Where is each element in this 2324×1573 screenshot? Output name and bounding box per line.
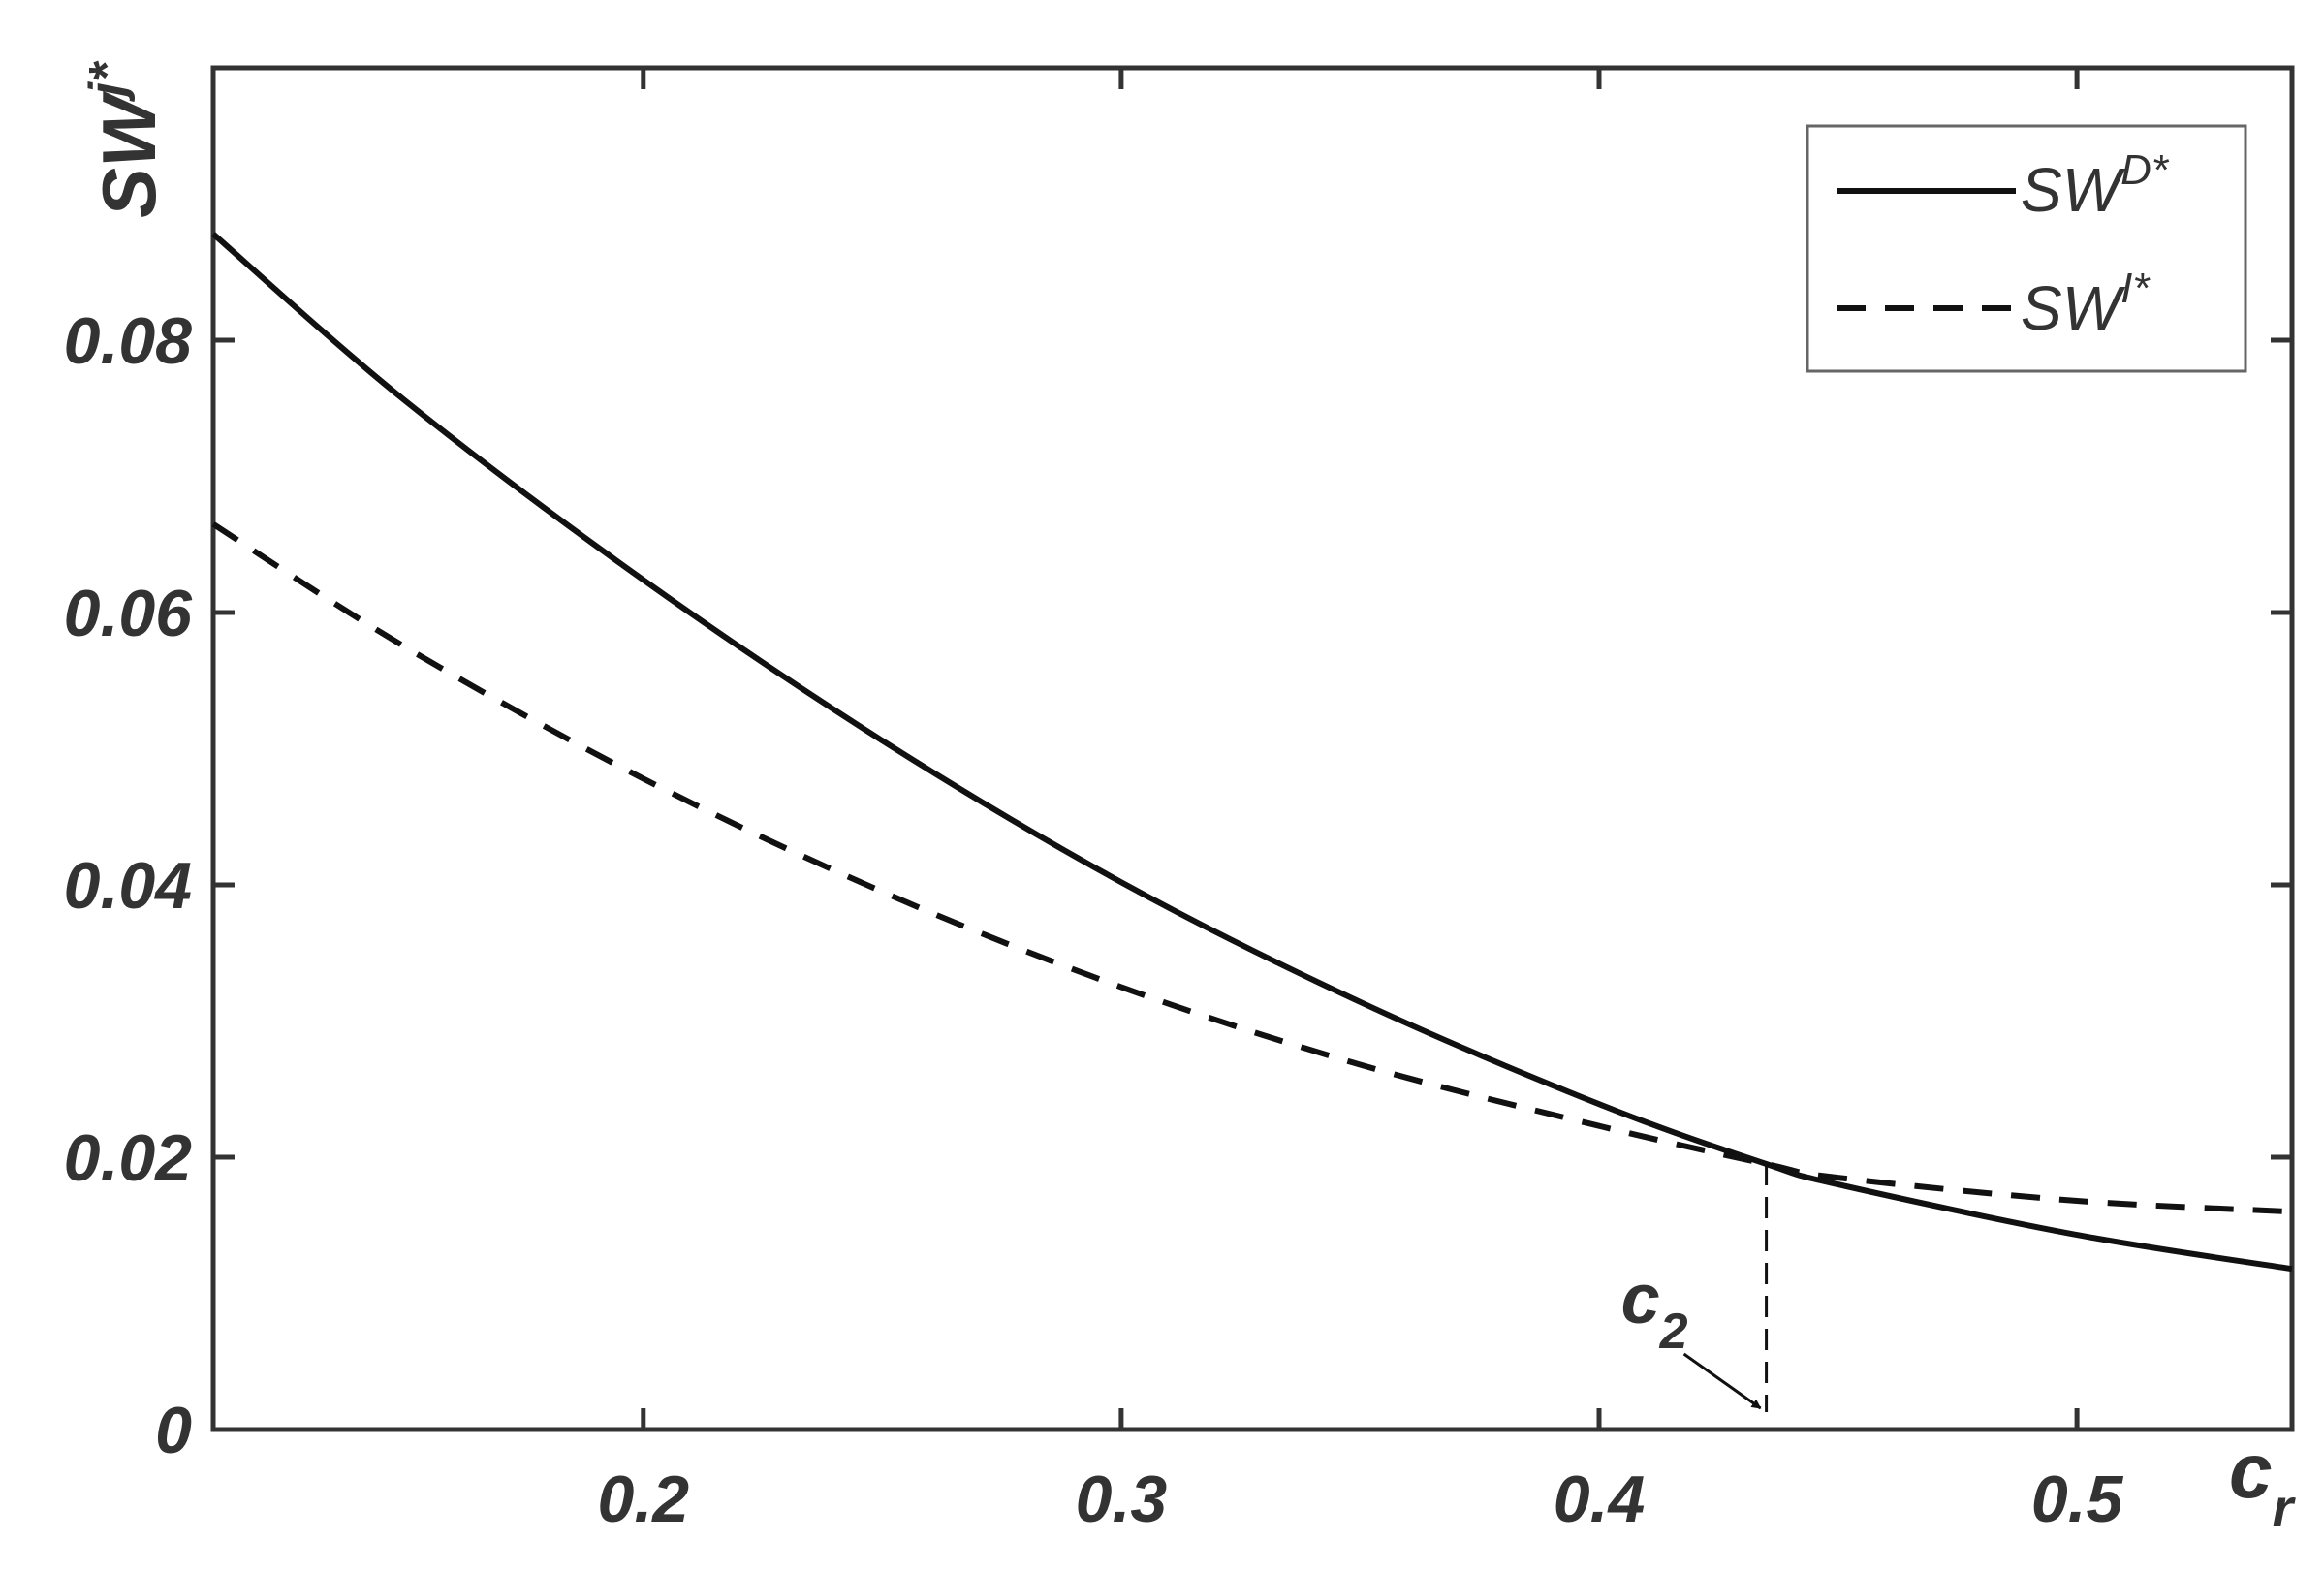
y-axis-label-sup: j* — [79, 60, 136, 102]
x-tick-label: 0.5 — [2031, 1463, 2124, 1536]
y-tick-label: 0 — [155, 1394, 192, 1467]
y-tick-label: 0.08 — [64, 304, 193, 378]
c2-annotation: c2 — [1621, 1164, 1769, 1412]
legend-entry-sw-i-sup: I* — [2120, 265, 2151, 312]
legend-entry-sw-i: SWI* — [2021, 265, 2151, 343]
series-line-sw-i — [211, 521, 2293, 1215]
x-axis-label-sub: r — [2273, 1477, 2297, 1538]
c2-arrow — [1682, 1352, 1762, 1410]
legend-entry-sw-d-sup: D* — [2120, 146, 2170, 194]
y-tick-label: 0.04 — [64, 849, 192, 923]
x-axis-label: cr — [2229, 1428, 2297, 1538]
legend-entry-sw-d: SWD* — [2021, 146, 2170, 225]
y-axis-label-main: SW — [86, 90, 172, 218]
y-tick-label: 0.06 — [64, 577, 194, 650]
x-tick-label: 0.3 — [1076, 1463, 1168, 1536]
legend-entry-sw-i-main: SW — [2021, 273, 2126, 343]
y-axis-ticks: 0 0.02 0.04 0.06 0.08 — [64, 304, 2292, 1467]
legend-box — [1806, 124, 2247, 373]
legend-entry-sw-d-main: SW — [2021, 155, 2126, 225]
y-axis-label: SWj* — [79, 60, 172, 218]
c2-label-main: c — [1621, 1261, 1660, 1338]
series-group — [211, 232, 2293, 1273]
legend: SWD* SWI* — [1806, 124, 2247, 373]
x-axis-label-main: c — [2229, 1428, 2273, 1514]
x-tick-label: 0.2 — [598, 1463, 690, 1536]
x-tick-label: 0.4 — [1554, 1463, 1646, 1536]
series-line-sw-d — [211, 232, 2293, 1273]
x-axis-ticks: 0.2 0.3 0.4 0.5 — [598, 68, 2124, 1536]
y-tick-label: 0.02 — [64, 1121, 193, 1195]
c2-label-sub: 2 — [1659, 1304, 1688, 1360]
c2-label: c2 — [1621, 1261, 1688, 1360]
